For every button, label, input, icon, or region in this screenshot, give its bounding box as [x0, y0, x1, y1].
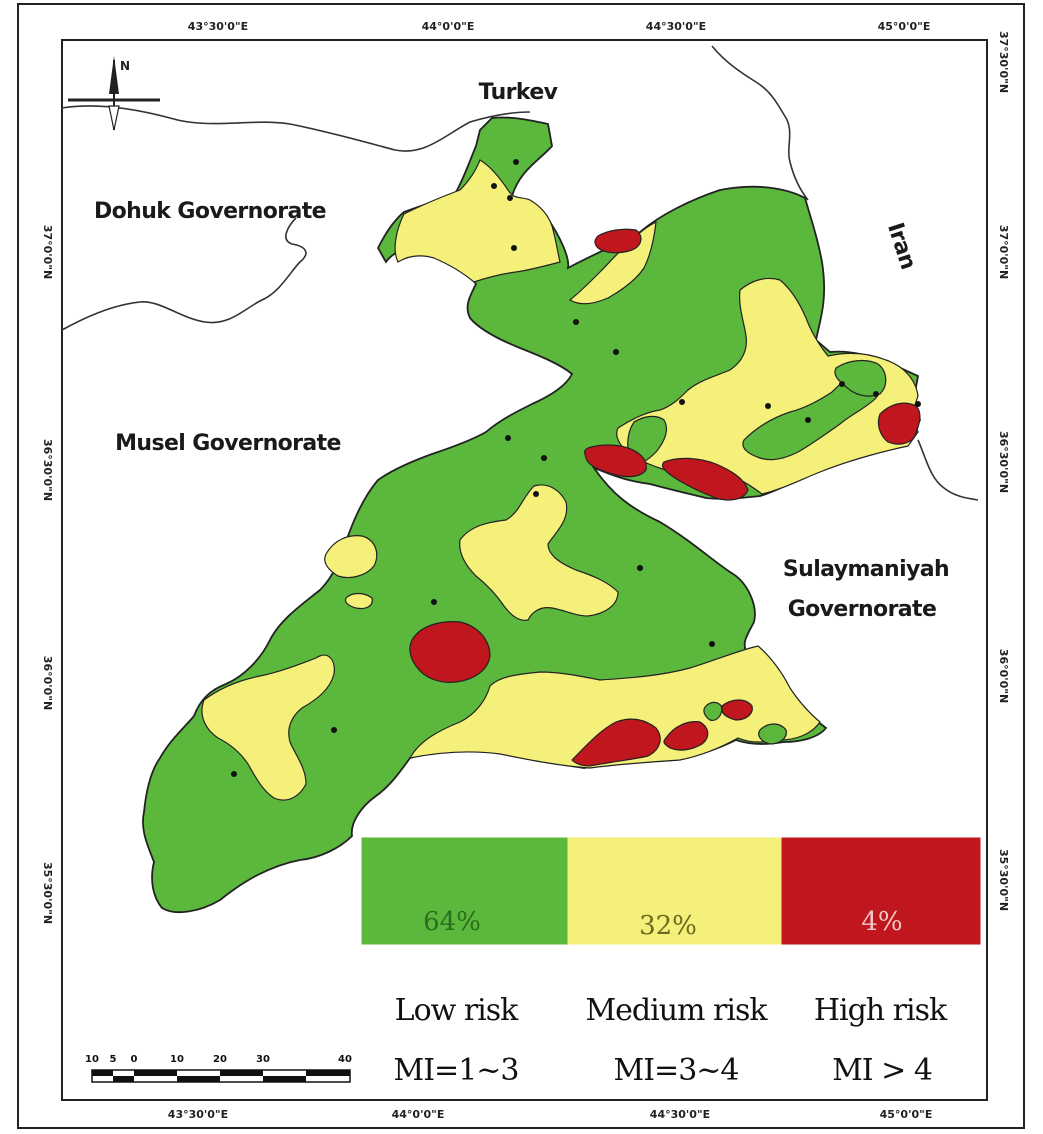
scale-tick-label: 0: [131, 1054, 138, 1065]
legend-swatch-high: [781, 837, 981, 945]
coord-top-2: 44°0'0"E: [422, 20, 475, 33]
coord-right-1: 37°0'0"N: [997, 225, 1010, 279]
coord-bottom-1: 43°30'0"E: [168, 1108, 228, 1121]
border-turkey-iran: [711, 45, 809, 201]
scale-bar: 10 5 0 10 20 30 40: [85, 1054, 352, 1083]
high-zone-center-2: [661, 457, 749, 501]
legend-swatch-medium: [567, 837, 783, 945]
coord-top-1: 43°30'0"E: [188, 20, 248, 33]
town-dot: [805, 417, 811, 423]
town-dot: [637, 565, 643, 571]
town-dot: [915, 401, 921, 407]
legend: 64% 32% 4% Low risk Medium risk High ris…: [361, 837, 981, 1088]
north-arrow-icon: N: [68, 56, 160, 131]
high-zone-south-2: [663, 721, 709, 751]
coord-bottom-3: 44°30'0"E: [650, 1108, 710, 1121]
coord-right-2: 36°30'0"N: [997, 431, 1010, 493]
label-sulaymaniyah-1: Sulaymaniyah: [783, 557, 949, 582]
legend-range-high: MI > 4: [832, 1053, 932, 1088]
high-risk-regions: [409, 228, 921, 767]
town-dot: [541, 455, 547, 461]
low-island-south-2: [703, 701, 723, 721]
town-dot: [431, 599, 437, 605]
scale-tick-label: 10: [170, 1054, 184, 1065]
coord-top-4: 45°0'0"E: [878, 20, 931, 33]
medium-zone-south: [408, 645, 821, 769]
legend-range-low: MI=1~3: [393, 1053, 518, 1088]
coord-left-4: 35°30'0"N: [41, 862, 54, 924]
town-dot: [613, 349, 619, 355]
town-dot: [679, 399, 685, 405]
legend-percent-high: 4%: [861, 907, 902, 937]
high-zone-south-3: [721, 699, 753, 721]
town-dot: [709, 641, 715, 647]
legend-percent-medium: 32%: [639, 911, 697, 941]
coord-left-1: 37°0'0"N: [41, 225, 54, 279]
town-markers: [231, 159, 921, 777]
medium-zone-west-small: [324, 535, 378, 579]
coord-left-2: 36°30'0"N: [41, 439, 54, 501]
town-dot: [231, 771, 237, 777]
high-zone-center-1: [584, 444, 647, 478]
label-dohuk: Dohuk Governorate: [94, 199, 326, 224]
town-dot: [839, 381, 845, 387]
label-turkey: Turkev: [479, 80, 559, 105]
scale-tick-label: 10: [85, 1054, 99, 1065]
low-risk-islands: [627, 359, 887, 745]
low-island-east: [742, 371, 880, 461]
scale-tick-label: 30: [256, 1054, 270, 1065]
town-dot: [513, 159, 519, 165]
border-dohuk-turkey: [61, 105, 531, 152]
coord-bottom-4: 45°0'0"E: [880, 1108, 933, 1121]
medium-zone-center: [459, 484, 619, 621]
town-dot: [331, 727, 337, 733]
coord-right-0: 37°30'0"N: [997, 31, 1010, 93]
border-dohuk-musel: [61, 217, 307, 331]
legend-range-medium: MI=3~4: [613, 1053, 738, 1088]
label-musel: Musel Governorate: [115, 431, 341, 456]
town-dot: [573, 319, 579, 325]
high-zone-east: [877, 402, 921, 445]
coord-right-4: 35°30'0"N: [997, 849, 1010, 911]
town-dot: [505, 435, 511, 441]
town-dot: [491, 183, 497, 189]
scale-tick-label: 20: [213, 1054, 227, 1065]
legend-class-medium: Medium risk: [585, 993, 768, 1028]
legend-class-low: Low risk: [395, 993, 520, 1028]
town-dot: [873, 391, 879, 397]
medium-zone-west-dot: [344, 592, 373, 610]
town-dot: [507, 195, 513, 201]
medium-zone-southwest: [201, 654, 335, 801]
coord-right-3: 36°0'0"N: [997, 649, 1010, 703]
legend-percent-low: 64%: [423, 907, 481, 937]
low-island-south: [758, 723, 787, 745]
coord-top-3: 44°30'0"E: [646, 20, 706, 33]
border-sulaymaniyah-iran: [917, 439, 979, 501]
label-sulaymaniyah-2: Governorate: [788, 597, 937, 622]
legend-swatch-low: [361, 837, 569, 945]
scale-tick-label: 5: [110, 1054, 117, 1065]
high-zone-west: [409, 621, 491, 683]
high-zone-south-1: [571, 718, 661, 767]
town-dot: [765, 403, 771, 409]
town-dot: [533, 491, 539, 497]
town-dot: [511, 245, 517, 251]
high-zone-north: [594, 228, 642, 254]
scale-tick-label: 40: [338, 1054, 352, 1065]
medium-zone-northwest: [394, 159, 561, 283]
legend-class-high: High risk: [814, 993, 948, 1028]
coord-left-3: 36°0'0"N: [41, 656, 54, 710]
coord-bottom-2: 44°0'0"E: [392, 1108, 445, 1121]
north-arrow-label: N: [120, 59, 130, 73]
